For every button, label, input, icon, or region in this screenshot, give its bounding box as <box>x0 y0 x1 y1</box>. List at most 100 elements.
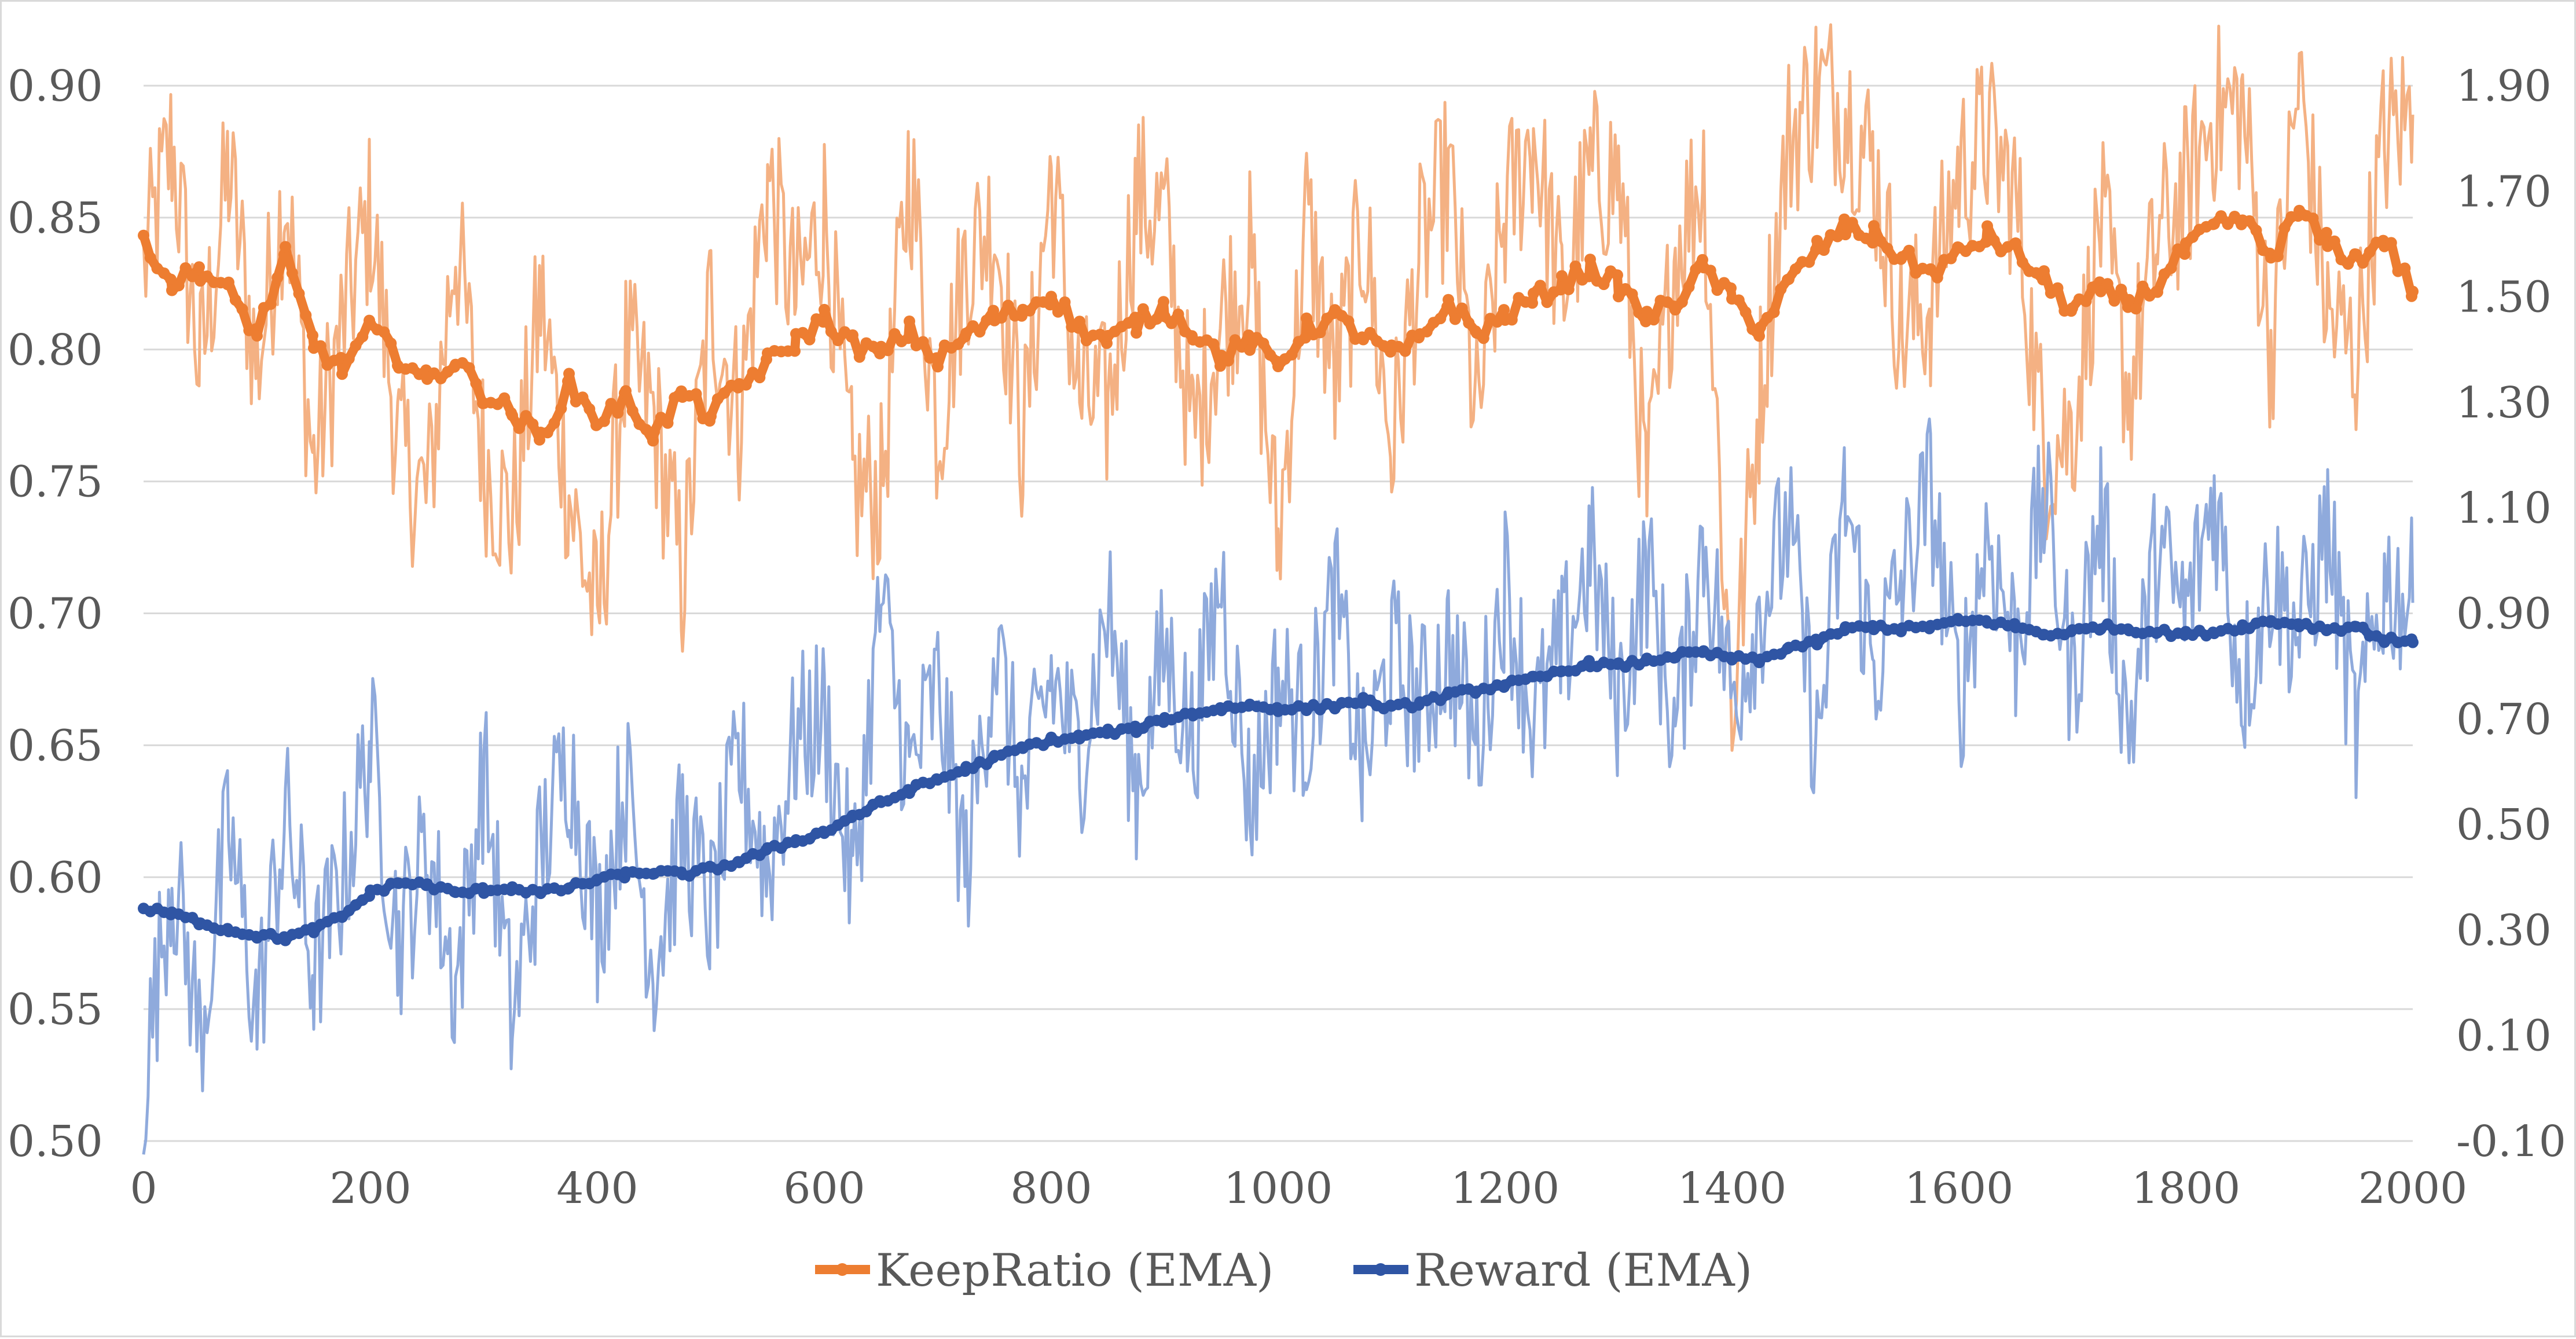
keepratio-ema-point <box>307 329 318 341</box>
x-tick-label: 0 <box>130 1164 157 1213</box>
keepratio-ema-point <box>854 351 865 363</box>
legend-marker-keepratio <box>836 1263 849 1276</box>
legend-label-keepratio: KeepRatio (EMA) <box>876 1245 1274 1297</box>
keepratio-ema-point <box>542 427 553 438</box>
keepratio-ema-point <box>2244 215 2255 227</box>
keepratio-ema-point <box>507 410 518 421</box>
x-tick-label: 1400 <box>1678 1164 1786 1213</box>
x-tick-label: 1600 <box>1905 1164 2013 1213</box>
y2-tick-label: 1.70 <box>2456 167 2552 217</box>
keepratio-ema-point <box>1158 296 1169 307</box>
keepratio-ema-point <box>1542 296 1553 308</box>
keepratio-ema-point <box>1129 311 1141 323</box>
keepratio-ema-point <box>1450 313 1461 325</box>
keepratio-ema-point <box>882 344 894 356</box>
keepratio-ema-point <box>1286 349 1298 361</box>
keepratio-ema-point <box>300 309 311 321</box>
series-lines <box>138 25 2419 1154</box>
keepratio-ema-point <box>1988 234 2000 246</box>
keepratio-ema-point <box>1775 284 1786 295</box>
keepratio-ema-point <box>1456 303 1468 314</box>
x-tick-label: 800 <box>1010 1164 1092 1213</box>
keepratio-ema-point <box>1755 321 1766 333</box>
keepratio-ema-point <box>754 372 765 383</box>
keepratio-ema-point <box>705 410 717 422</box>
keepratio-ema-point <box>932 361 944 372</box>
y-tick-label: 0.65 <box>8 721 103 771</box>
keepratio-ema-point <box>1570 261 1581 272</box>
keepratio-ema-point <box>2407 286 2419 298</box>
keepratio-ema-point <box>1811 235 1823 247</box>
legend: KeepRatio (EMA) Reward (EMA) <box>815 1245 1752 1297</box>
keepratio-ema-point <box>1847 217 1858 229</box>
keepratio-ema-point <box>2279 222 2291 234</box>
keepratio-ema-point <box>2251 225 2262 236</box>
keepratio-ema-point <box>470 377 482 389</box>
keepratio-ema-point <box>385 337 397 349</box>
y2-tick-label: 1.90 <box>2456 61 2552 111</box>
keepratio-ema-point <box>1059 296 1071 308</box>
y2-tick-label: 1.30 <box>2456 378 2552 428</box>
keepratio-ema-point <box>662 417 674 429</box>
keepratio-ema-point <box>2137 281 2149 292</box>
y2-tick-label: 0.70 <box>2456 695 2552 744</box>
keepratio-ema-point <box>251 330 263 342</box>
keepratio-ema-point <box>2357 257 2369 269</box>
keepratio-ema-point <box>1045 291 1057 302</box>
keepratio-ema-point <box>280 241 291 252</box>
keepratio-ema-point <box>2179 248 2190 260</box>
y2-tick-label: 0.10 <box>2456 1011 2552 1061</box>
keepratio-ema-point <box>918 336 929 348</box>
y-tick-label: 0.90 <box>8 61 103 111</box>
keepratio-ema-point <box>223 277 234 288</box>
keepratio-ema-point <box>1443 294 1454 306</box>
keepratio-ema-point <box>648 426 660 438</box>
keepratio-ema-point <box>1733 295 1745 306</box>
legend-marker-reward <box>1374 1263 1387 1276</box>
keepratio-ema-point <box>1400 346 1411 357</box>
keepratio-ema-point <box>2115 284 2127 295</box>
keepratio-ema-point <box>357 331 368 342</box>
keepratio-ema-point <box>1003 300 1014 311</box>
keepratio-ema-point <box>2052 283 2064 294</box>
keepratio-ema-point <box>1506 314 1518 325</box>
keepratio-ema-point <box>1315 327 1326 338</box>
keepratio-ema-point <box>2272 251 2284 262</box>
y-tick-label: 0.75 <box>8 457 103 507</box>
y2-tick-label: 0.90 <box>2456 589 2552 639</box>
keepratio-ema-point <box>1945 253 1957 265</box>
keepratio-ema-point <box>293 288 305 299</box>
keepratio-ema-point <box>577 391 589 403</box>
x-tick-label: 400 <box>556 1164 638 1213</box>
keepratio-ema-point <box>1627 288 1638 300</box>
keepratio-ema-point <box>2109 295 2120 307</box>
keepratio-ema-point <box>1740 306 1752 318</box>
keepratio-ema-point <box>145 252 156 263</box>
keepratio-ema-point <box>2364 247 2376 258</box>
keepratio-ema-point <box>1705 265 1716 276</box>
keepratio-ema-point <box>904 316 915 327</box>
keepratio-ema-point <box>2386 237 2397 248</box>
y2-tick-label: 1.10 <box>2456 483 2552 533</box>
keepratio-ema-point <box>804 334 816 346</box>
keepratio-ema-point <box>599 416 610 427</box>
keepratio-ema-point <box>1258 337 1269 349</box>
keepratio-ema-point <box>1131 327 1142 339</box>
y-tick-label: 0.80 <box>8 325 103 375</box>
keepratio-ema-point <box>513 423 525 434</box>
keepratio-ema-point <box>817 316 829 328</box>
keepratio-ema-point <box>1612 269 1623 281</box>
keepratio-ema-point <box>1783 273 1795 285</box>
keepratio-ema-point <box>2399 262 2410 274</box>
keepratio-ema-point <box>2038 265 2050 277</box>
x-tick-label: 200 <box>329 1164 411 1213</box>
y-tick-label: 0.55 <box>8 985 103 1034</box>
keepratio-ema-point <box>498 392 510 404</box>
keepratio-ema-point <box>343 353 355 365</box>
keepratio-ema-point <box>1535 280 1546 291</box>
keepratio-ema-point <box>789 345 801 357</box>
keepratio-ema-point <box>2152 287 2163 298</box>
keepratio-ema-point <box>1803 256 1815 268</box>
keepratio-ema-point <box>1137 303 1149 315</box>
y-tick-label: 0.85 <box>8 193 103 243</box>
